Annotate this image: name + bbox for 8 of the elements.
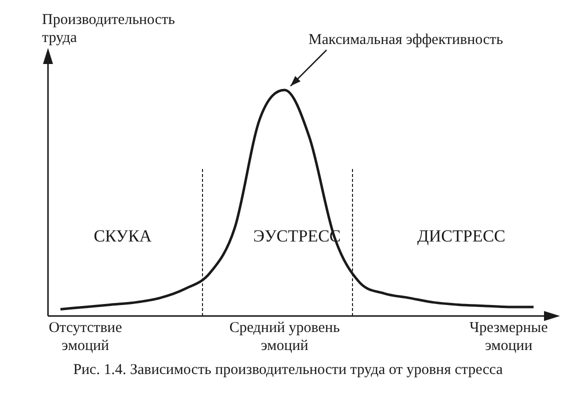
x-tick-label: Средний уровень эмоций bbox=[229, 320, 340, 354]
x-tick-label: Чрезмерные эмоции bbox=[470, 320, 548, 354]
text: Рис. 1.4. Зависимость производительности труда от уровня стресса bbox=[72, 362, 504, 379]
annotation: ДИСТРЕСС bbox=[417, 226, 506, 246]
y-axis-title: Производительность труда bbox=[42, 12, 176, 46]
annotation: Максимальная эффективность bbox=[308, 32, 504, 48]
x-tick-label: Отсутствие эмоций bbox=[48, 320, 122, 354]
annotation: СКУКА bbox=[94, 226, 152, 246]
